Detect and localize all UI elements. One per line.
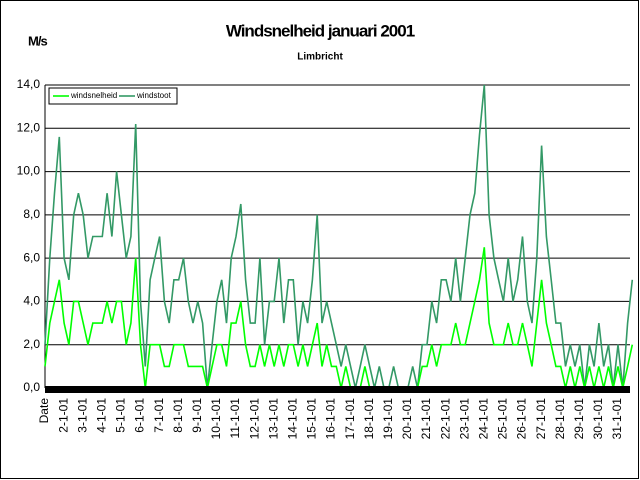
x-tick-label: 6-1-01: [133, 398, 147, 433]
x-tick-label: 4-1-01: [94, 398, 108, 433]
x-tick-label: 28-1-01: [553, 398, 567, 440]
x-tick-label: 23-1-01: [457, 398, 471, 440]
series-line: [44, 247, 634, 389]
x-tick-label: 19-1-01: [381, 398, 395, 440]
x-tick-label: 27-1-01: [534, 398, 548, 440]
y-tick-label: 4,0: [23, 294, 40, 308]
x-tick-label: 17-1-01: [343, 398, 357, 440]
x-tick-label: 16-1-01: [324, 398, 338, 440]
x-tick-label: 21-1-01: [419, 398, 433, 440]
x-tick-label: 10-1-01: [209, 398, 223, 440]
x-tick-label: 30-1-01: [591, 398, 605, 440]
x-tick-label: 20-1-01: [400, 398, 414, 440]
x-tick-label: 22-1-01: [438, 398, 452, 440]
y-tick-label: 8,0: [23, 207, 40, 221]
x-tick-label: 14-1-01: [285, 398, 299, 440]
x-tick-label: 12-1-01: [247, 398, 261, 440]
legend-label: windstoot: [136, 91, 172, 100]
y-tick-label: 10,0: [17, 164, 41, 178]
x-tick-label: 25-1-01: [496, 398, 510, 440]
x-tick-label: Date: [37, 398, 51, 424]
x-tick-label: 31-1-01: [610, 398, 624, 440]
y-tick-label: 14,0: [17, 77, 41, 91]
legend-box: [48, 87, 178, 105]
x-tick-label: 9-1-01: [190, 398, 204, 433]
x-tick-label: 7-1-01: [152, 398, 166, 433]
legend-label: windsnelheid: [70, 91, 117, 100]
y-tick-label: 6,0: [23, 250, 40, 264]
chart-subtitle: Limbricht: [297, 52, 343, 63]
y-tick-label: 0,0: [23, 380, 40, 394]
y-tick-label: 12,0: [17, 120, 41, 134]
x-tick-label: 11-1-01: [228, 398, 242, 439]
x-tick-label: 3-1-01: [75, 398, 89, 433]
y-axis-label: M/s: [28, 33, 47, 48]
x-tick-label: 18-1-01: [362, 398, 376, 440]
x-tick-label: 15-1-01: [305, 398, 319, 440]
legend: windsnelheid windstoot: [48, 87, 178, 105]
series-line: [44, 84, 634, 389]
x-tick-label: 8-1-01: [171, 398, 185, 433]
y-tick-label: 2,0: [23, 337, 40, 351]
x-tick-label: 5-1-01: [114, 398, 128, 433]
x-axis-band: [45, 386, 630, 393]
x-tick-label: 13-1-01: [266, 398, 280, 440]
x-tick-label: 29-1-01: [572, 398, 586, 440]
x-tick-label: 26-1-01: [515, 398, 529, 440]
x-tick-label: 24-1-01: [476, 398, 490, 440]
x-tick-label: 2-1-01: [56, 398, 70, 433]
chart-title: Windsnelheid januari 2001: [226, 21, 415, 40]
